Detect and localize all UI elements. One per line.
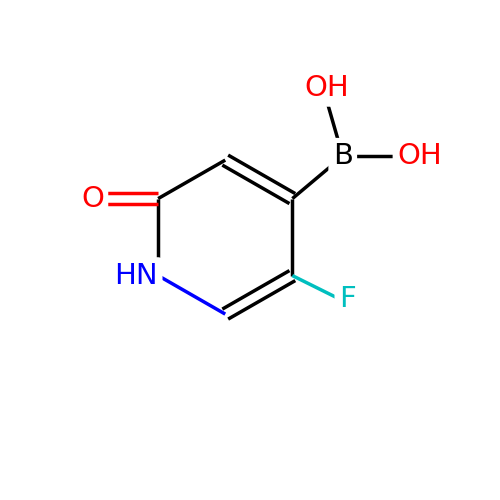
Text: B: B [332,142,352,170]
Text: O: O [81,184,104,212]
Text: HN: HN [114,262,158,289]
Text: OH: OH [397,142,442,170]
Text: OH: OH [305,74,350,102]
Text: F: F [339,284,355,312]
